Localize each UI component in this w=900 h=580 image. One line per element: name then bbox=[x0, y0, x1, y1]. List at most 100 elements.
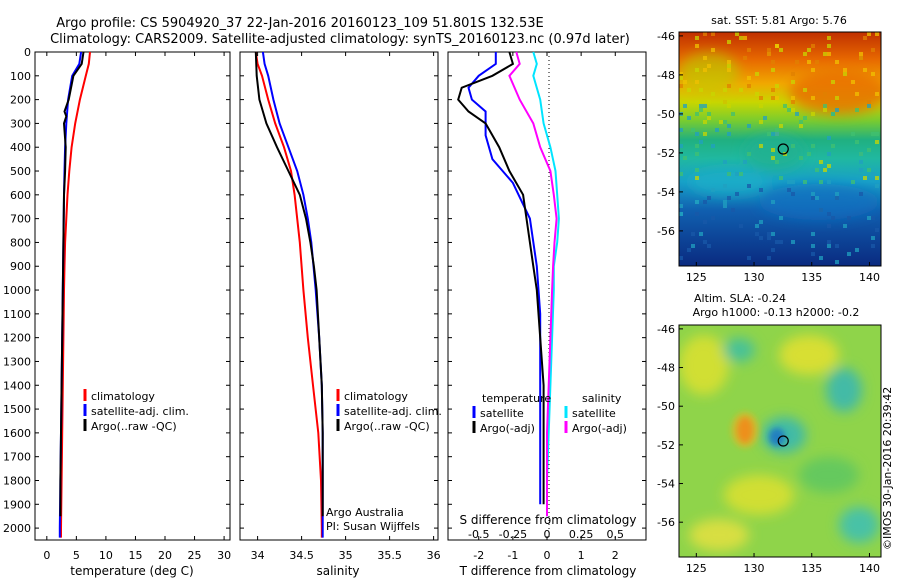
salinity-plot-frame bbox=[239, 51, 439, 541]
t-difference-xlabel: T difference from climatology bbox=[459, 564, 637, 578]
x-tick-label: -1 bbox=[507, 549, 518, 562]
y-tick-label: 500 bbox=[10, 165, 31, 178]
sst-map-panel: sat. SST: 5.81 Argo: 5.76 125 130 135 140 -4… bbox=[657, 14, 882, 284]
y-tick-label: 200 bbox=[10, 94, 31, 107]
s-diff-tick-label: -0.5 bbox=[468, 528, 489, 541]
sla-yellow-patch-4 bbox=[689, 519, 749, 551]
y-tick-label: 1500 bbox=[3, 403, 31, 416]
y-tick-label: 1300 bbox=[3, 355, 31, 368]
argo-position-marker bbox=[777, 143, 789, 155]
sla-warm-anomaly-halo bbox=[731, 412, 759, 448]
sla-map-title: Altim. SLA: -0.24 bbox=[694, 292, 786, 305]
sst-cyan-patch bbox=[689, 168, 769, 196]
series-line-temperature-satellite bbox=[467, 52, 542, 505]
x-tick-label: 20 bbox=[158, 549, 172, 562]
s-difference-label: S difference from climatology bbox=[460, 513, 637, 527]
map-y-tick-label: -46 bbox=[657, 323, 675, 336]
sst-map-title: sat. SST: 5.81 Argo: 5.76 bbox=[711, 14, 847, 27]
y-tick-label: 1900 bbox=[3, 498, 31, 511]
series-line-temperature-argo-adj- bbox=[457, 51, 545, 505]
salinity-xlabel: salinity bbox=[316, 564, 359, 578]
y-tick-label: 1800 bbox=[3, 474, 31, 487]
legend-label: satellite-adj. clim. bbox=[344, 405, 442, 418]
s-diff-tick-label: 0 bbox=[544, 528, 551, 541]
series-line-salinity-argo-adj- bbox=[508, 51, 558, 517]
sla-map-subtitle: Argo h1000: -0.13 h2000: -0.2 bbox=[693, 306, 860, 319]
legend-label: satellite bbox=[480, 407, 524, 420]
temperature-profile-panel: 0 5 10 15 20 25 300100200300400500600700800900… bbox=[3, 46, 231, 578]
sst-map-frame bbox=[678, 31, 882, 267]
series-line-argo-raw-qc- bbox=[254, 51, 324, 517]
y-tick-label: 0 bbox=[24, 46, 31, 59]
sla-cyan-eddy-4 bbox=[839, 507, 879, 543]
y-tick-label: 900 bbox=[10, 260, 31, 273]
s-diff-tick-label: -0.25 bbox=[499, 528, 527, 541]
sla-map-frame bbox=[678, 324, 882, 558]
x-tick-label: -2 bbox=[473, 549, 484, 562]
map-y-tick-label: -50 bbox=[657, 108, 675, 121]
sla-yellow-patch-2 bbox=[779, 335, 839, 375]
map-y-tick-label: -52 bbox=[657, 439, 675, 452]
sla-cyan-eddy-1 bbox=[723, 338, 755, 362]
map-y-tick-label: -54 bbox=[657, 478, 675, 491]
y-tick-label: 100 bbox=[10, 70, 31, 83]
x-tick-label: 2 bbox=[612, 549, 619, 562]
x-tick-label: 5 bbox=[73, 549, 80, 562]
difference-profile-panel: -2 -1 0 1 2 -0.5 -0.25 0 0.25 0.5 temperature sate… bbox=[447, 51, 647, 578]
x-tick-label: 25 bbox=[188, 549, 202, 562]
legend-label: satellite bbox=[572, 407, 616, 420]
sla-green-patch bbox=[799, 457, 859, 493]
y-tick-label: 800 bbox=[10, 236, 31, 249]
legend-label: Argo(-adj) bbox=[572, 422, 627, 435]
y-tick-label: 1400 bbox=[3, 379, 31, 392]
y-tick-label: 1600 bbox=[3, 427, 31, 440]
x-tick-label: 0 bbox=[544, 549, 551, 562]
sst-blue-band bbox=[759, 184, 879, 220]
x-tick-label: 0 bbox=[43, 549, 50, 562]
map-y-tick-label: -56 bbox=[657, 225, 675, 238]
s-diff-tick-label: 0.5 bbox=[607, 528, 625, 541]
figure-title-line1: Argo profile: CS 5904920_37 22-Jan-2016 … bbox=[56, 16, 544, 31]
map-x-tick-label: 130 bbox=[744, 271, 765, 284]
x-tick-label: 30 bbox=[217, 549, 231, 562]
salinity-annotation-line1: Argo Australia bbox=[326, 506, 404, 519]
y-tick-label: 700 bbox=[10, 213, 31, 226]
x-tick-label: 1 bbox=[578, 549, 585, 562]
y-tick-label: 400 bbox=[10, 141, 31, 154]
series-line-climatology bbox=[254, 51, 323, 538]
x-tick-label: 36 bbox=[427, 549, 441, 562]
sla-yellow-patch-3 bbox=[724, 475, 794, 515]
map-x-tick-label: 135 bbox=[801, 271, 822, 284]
sla-yellow-patch-1 bbox=[679, 335, 729, 395]
y-tick-label: 1000 bbox=[3, 284, 31, 297]
series-line-argo-raw-qc- bbox=[59, 51, 85, 517]
legend-label: climatology bbox=[344, 390, 408, 403]
map-x-tick-label: 125 bbox=[686, 562, 707, 575]
legend-label: Argo(..raw -QC) bbox=[344, 420, 430, 433]
series-line-climatology bbox=[60, 51, 91, 538]
temperature-xlabel: temperature (deg C) bbox=[70, 564, 193, 578]
map-y-tick-label: -54 bbox=[657, 186, 675, 199]
x-tick-label: 10 bbox=[99, 549, 113, 562]
y-tick-label: 1200 bbox=[3, 332, 31, 345]
figure-title-line2: Climatology: CARS2009. Satellite-adjuste… bbox=[50, 32, 630, 47]
y-tick-label: 1700 bbox=[3, 451, 31, 464]
x-tick-label: 35 bbox=[339, 549, 353, 562]
x-tick-label: 34 bbox=[251, 549, 265, 562]
legend-label: Argo(..raw -QC) bbox=[91, 420, 177, 433]
sst-warm-tongue bbox=[789, 70, 881, 114]
map-y-tick-label: -52 bbox=[657, 147, 675, 160]
map-y-tick-label: -46 bbox=[657, 30, 675, 43]
map-y-tick-label: -50 bbox=[657, 400, 675, 413]
sst-cloud-speckle bbox=[679, 32, 879, 264]
x-tick-label: 34.5 bbox=[289, 549, 314, 562]
series-line-satellite-adj-clim- bbox=[261, 51, 324, 538]
sst-green-patch bbox=[679, 52, 739, 92]
legend-group-title: temperature bbox=[482, 392, 551, 405]
imos-credit: ©IMOS 30-Jan-2016 20:39:42 bbox=[881, 387, 894, 550]
map-x-tick-label: 130 bbox=[744, 562, 765, 575]
x-tick-label: 35.5 bbox=[377, 549, 402, 562]
map-x-tick-label: 125 bbox=[686, 271, 707, 284]
sla-cyan-eddy-2 bbox=[826, 368, 862, 412]
series-line-salinity-satellite bbox=[532, 51, 560, 517]
